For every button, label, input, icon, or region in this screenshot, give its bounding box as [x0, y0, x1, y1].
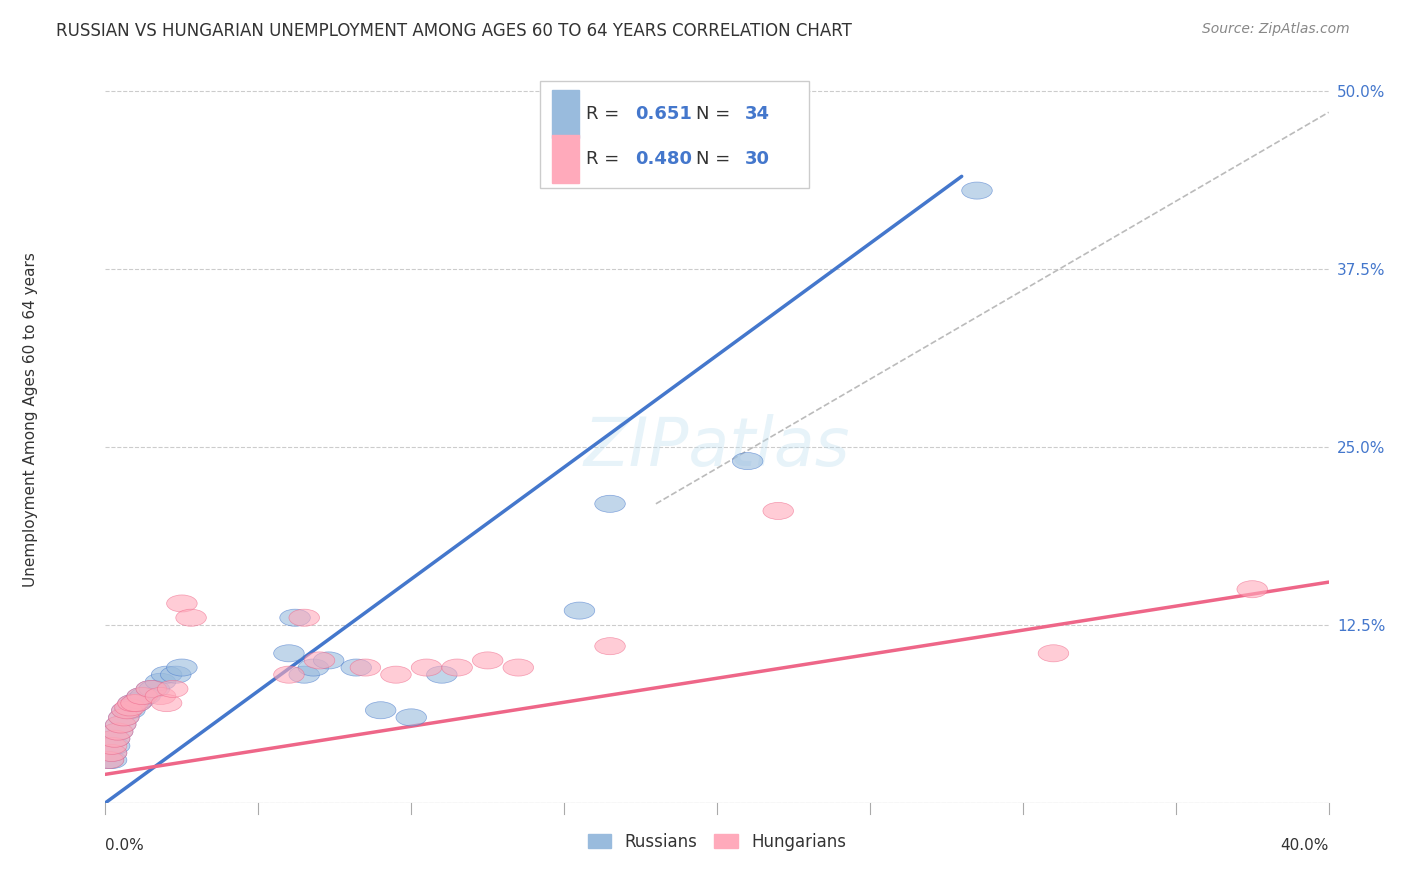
Text: Unemployment Among Ages 60 to 64 years: Unemployment Among Ages 60 to 64 years	[24, 252, 38, 587]
Text: 30: 30	[745, 150, 770, 168]
Text: R =: R =	[586, 105, 626, 123]
Text: 0.0%: 0.0%	[105, 838, 145, 854]
Ellipse shape	[136, 681, 166, 698]
Ellipse shape	[118, 695, 148, 712]
Ellipse shape	[108, 709, 139, 726]
Ellipse shape	[595, 638, 626, 655]
Ellipse shape	[176, 609, 207, 626]
Text: RUSSIAN VS HUNGARIAN UNEMPLOYMENT AMONG AGES 60 TO 64 YEARS CORRELATION CHART: RUSSIAN VS HUNGARIAN UNEMPLOYMENT AMONG …	[56, 22, 852, 40]
Text: Source: ZipAtlas.com: Source: ZipAtlas.com	[1202, 22, 1350, 37]
Ellipse shape	[118, 695, 148, 712]
Ellipse shape	[304, 652, 335, 669]
Ellipse shape	[100, 738, 129, 755]
Ellipse shape	[340, 659, 371, 676]
FancyBboxPatch shape	[540, 81, 808, 188]
Ellipse shape	[111, 702, 142, 719]
Text: 0.651: 0.651	[636, 105, 692, 123]
Ellipse shape	[157, 681, 188, 698]
Ellipse shape	[129, 688, 160, 705]
Ellipse shape	[381, 666, 412, 683]
Ellipse shape	[167, 595, 197, 612]
Ellipse shape	[127, 688, 157, 705]
Ellipse shape	[111, 702, 142, 719]
Ellipse shape	[103, 723, 134, 740]
Ellipse shape	[96, 745, 127, 762]
Ellipse shape	[96, 738, 127, 755]
Ellipse shape	[152, 695, 181, 712]
Ellipse shape	[100, 731, 129, 747]
Text: 0.480: 0.480	[636, 150, 692, 168]
Ellipse shape	[145, 688, 176, 705]
Ellipse shape	[115, 698, 145, 716]
Ellipse shape	[103, 723, 134, 740]
FancyBboxPatch shape	[553, 90, 579, 138]
Ellipse shape	[127, 688, 157, 705]
Ellipse shape	[1237, 581, 1267, 598]
Ellipse shape	[160, 666, 191, 683]
Ellipse shape	[290, 609, 319, 626]
Ellipse shape	[314, 652, 344, 669]
Ellipse shape	[366, 702, 396, 719]
Ellipse shape	[136, 681, 166, 698]
Text: 34: 34	[745, 105, 770, 123]
Legend: Russians, Hungarians: Russians, Hungarians	[582, 826, 852, 857]
Ellipse shape	[115, 702, 145, 719]
Ellipse shape	[145, 673, 176, 690]
Text: N =: N =	[696, 105, 737, 123]
Ellipse shape	[733, 452, 763, 470]
Ellipse shape	[290, 666, 319, 683]
Ellipse shape	[96, 745, 127, 762]
Ellipse shape	[105, 716, 136, 733]
Ellipse shape	[595, 495, 626, 512]
Ellipse shape	[962, 182, 993, 199]
Ellipse shape	[108, 709, 139, 726]
Ellipse shape	[105, 716, 136, 733]
Ellipse shape	[472, 652, 503, 669]
Ellipse shape	[152, 666, 181, 683]
Ellipse shape	[93, 752, 124, 769]
Ellipse shape	[298, 659, 329, 676]
Ellipse shape	[763, 502, 793, 519]
Ellipse shape	[441, 659, 472, 676]
Ellipse shape	[503, 659, 534, 676]
Text: R =: R =	[586, 150, 626, 168]
Ellipse shape	[426, 666, 457, 683]
Ellipse shape	[274, 645, 304, 662]
Ellipse shape	[93, 752, 124, 769]
Ellipse shape	[121, 695, 152, 712]
Text: 40.0%: 40.0%	[1281, 838, 1329, 854]
FancyBboxPatch shape	[553, 135, 579, 183]
Text: N =: N =	[696, 150, 737, 168]
Ellipse shape	[139, 681, 170, 698]
Ellipse shape	[1038, 645, 1069, 662]
Ellipse shape	[100, 731, 129, 747]
Ellipse shape	[396, 709, 426, 726]
Ellipse shape	[124, 692, 155, 709]
Ellipse shape	[167, 659, 197, 676]
Ellipse shape	[96, 752, 127, 769]
Ellipse shape	[280, 609, 311, 626]
Ellipse shape	[411, 659, 441, 676]
Text: ZIPatlas: ZIPatlas	[583, 415, 851, 481]
Ellipse shape	[564, 602, 595, 619]
Ellipse shape	[121, 695, 152, 712]
Ellipse shape	[350, 659, 381, 676]
Ellipse shape	[274, 666, 304, 683]
